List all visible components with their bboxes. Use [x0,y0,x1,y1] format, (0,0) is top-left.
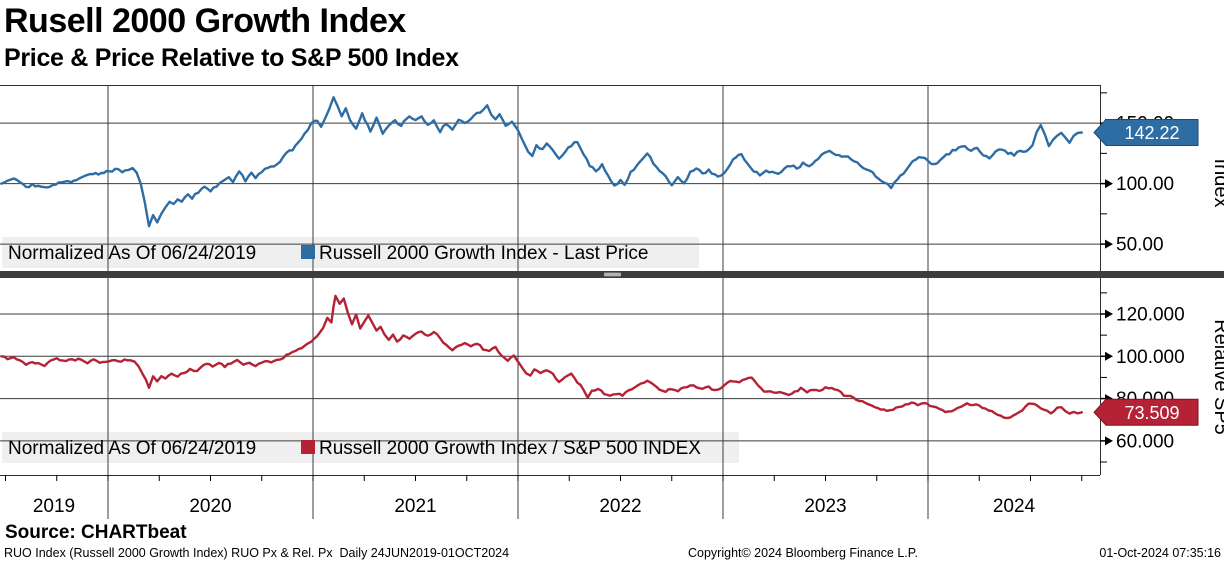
legend-price: Normalized As Of 06/24/2019 Russell 2000… [8,243,649,264]
footer-info-row: RUO Index (Russell 2000 Growth Index) RU… [0,546,1224,562]
y-tick-label: 120.000 [1116,305,1185,326]
axis-ticks: 150.00100.0050.00120.000100.00080.00060.… [5,92,1185,517]
legend-strip-price [2,237,699,268]
data-series [0,96,1083,420]
last-price-flag-index: 142.22 [1093,119,1199,146]
y-axis-title-index: Index [1210,159,1224,208]
y-tick-arrow-icon [1105,436,1113,446]
price-line [0,96,1083,228]
normalized-note-relative: Normalized As Of 06/24/2019 [8,438,256,459]
legend-marker-price [301,245,315,259]
x-year-label[interactable]: 2024 [993,496,1036,517]
footer-timestamp: 01-Oct-2024 07:35:16 [1099,546,1221,560]
panel-resize-handle[interactable] [604,272,621,277]
last-price-value-index: 142.22 [1124,123,1179,143]
legend-label-relative[interactable]: Russell 2000 Growth Index / S&P 500 INDE… [319,438,701,459]
x-year-label[interactable]: 2022 [599,496,641,517]
axis-frame [0,85,1101,476]
x-year-label[interactable]: 2020 [189,496,231,517]
page-title: Rusell 2000 Growth Index [4,2,406,40]
y-tick-arrow-icon [1105,239,1113,249]
y-tick-label: 100.00 [1116,174,1174,195]
x-year-label[interactable]: 2021 [394,496,436,517]
y-axis-title-relative: Relative SP5 [1210,319,1224,435]
last-price-flag-relative: 73.509 [1093,398,1199,426]
y-tick-arrow-icon [1105,179,1113,189]
y-tick-label: 100.000 [1116,347,1185,368]
y-tick-label: 50.00 [1116,235,1164,256]
last-price-value-relative: 73.509 [1124,403,1179,423]
legend-label-price[interactable]: Russell 2000 Growth Index - Last Price [319,243,649,264]
x-year-label[interactable]: 2023 [804,496,846,517]
y-tick-arrow-icon [1105,309,1113,319]
footer-copyright: Copyright© 2024 Bloomberg Finance L.P. [688,546,918,560]
x-year-label[interactable]: 2019 [33,496,75,517]
normalized-note-price: Normalized As Of 06/24/2019 [8,243,256,264]
legend-relative: Normalized As Of 06/24/2019 Russell 2000… [8,438,701,459]
footer-ticker-info: RUO Index (Russell 2000 Growth Index) RU… [4,546,510,560]
y-tick-arrow-icon [1105,351,1113,361]
source-label: Source: CHARTbeat [5,522,187,543]
y-tick-label: 60.000 [1116,431,1174,452]
legend-strip-relative [2,432,739,463]
page-subtitle: Price & Price Relative to S&P 500 Index [4,44,459,72]
legend-marker-relative [301,440,315,454]
relative-strength-line [0,294,1083,420]
